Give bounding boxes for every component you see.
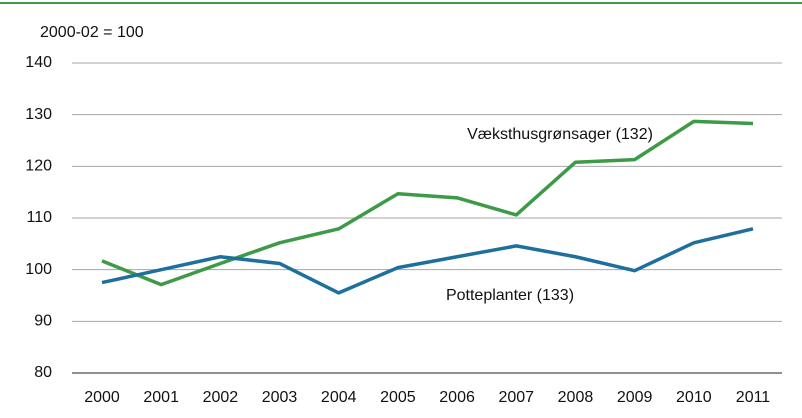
series-line (101, 227, 754, 295)
x-tick-label: 2007 (498, 389, 534, 406)
x-tick-label: 2002 (203, 389, 239, 406)
series-label: Væksthusgrønsager (132) (467, 126, 653, 143)
x-tick-label: 2001 (143, 389, 179, 406)
y-tick-label: 110 (26, 209, 52, 226)
x-tick-label: 2011 (736, 389, 771, 406)
x-tick-label: 2010 (676, 389, 712, 406)
x-tick-label: 2000 (84, 389, 120, 406)
series-label: Potteplanter (133) (446, 287, 574, 304)
x-tick-label: 2003 (262, 389, 298, 406)
y-tick-label: 100 (25, 261, 52, 278)
y-tick-label: 140 (25, 54, 52, 71)
x-tick-label: 2004 (321, 389, 357, 406)
x-tick-label: 2005 (380, 389, 416, 406)
series-line (101, 119, 754, 287)
y-tick-label: 130 (25, 106, 52, 123)
y-tick-label: 120 (25, 158, 52, 175)
y-axis-label: 2000-02 = 100 (40, 24, 144, 41)
y-tick-label: 90 (34, 313, 52, 330)
y-tick-label: 80 (34, 364, 52, 381)
x-tick-label: 2009 (617, 389, 653, 406)
x-tick-label: 2008 (558, 389, 594, 406)
x-tick-label: 2006 (439, 389, 475, 406)
